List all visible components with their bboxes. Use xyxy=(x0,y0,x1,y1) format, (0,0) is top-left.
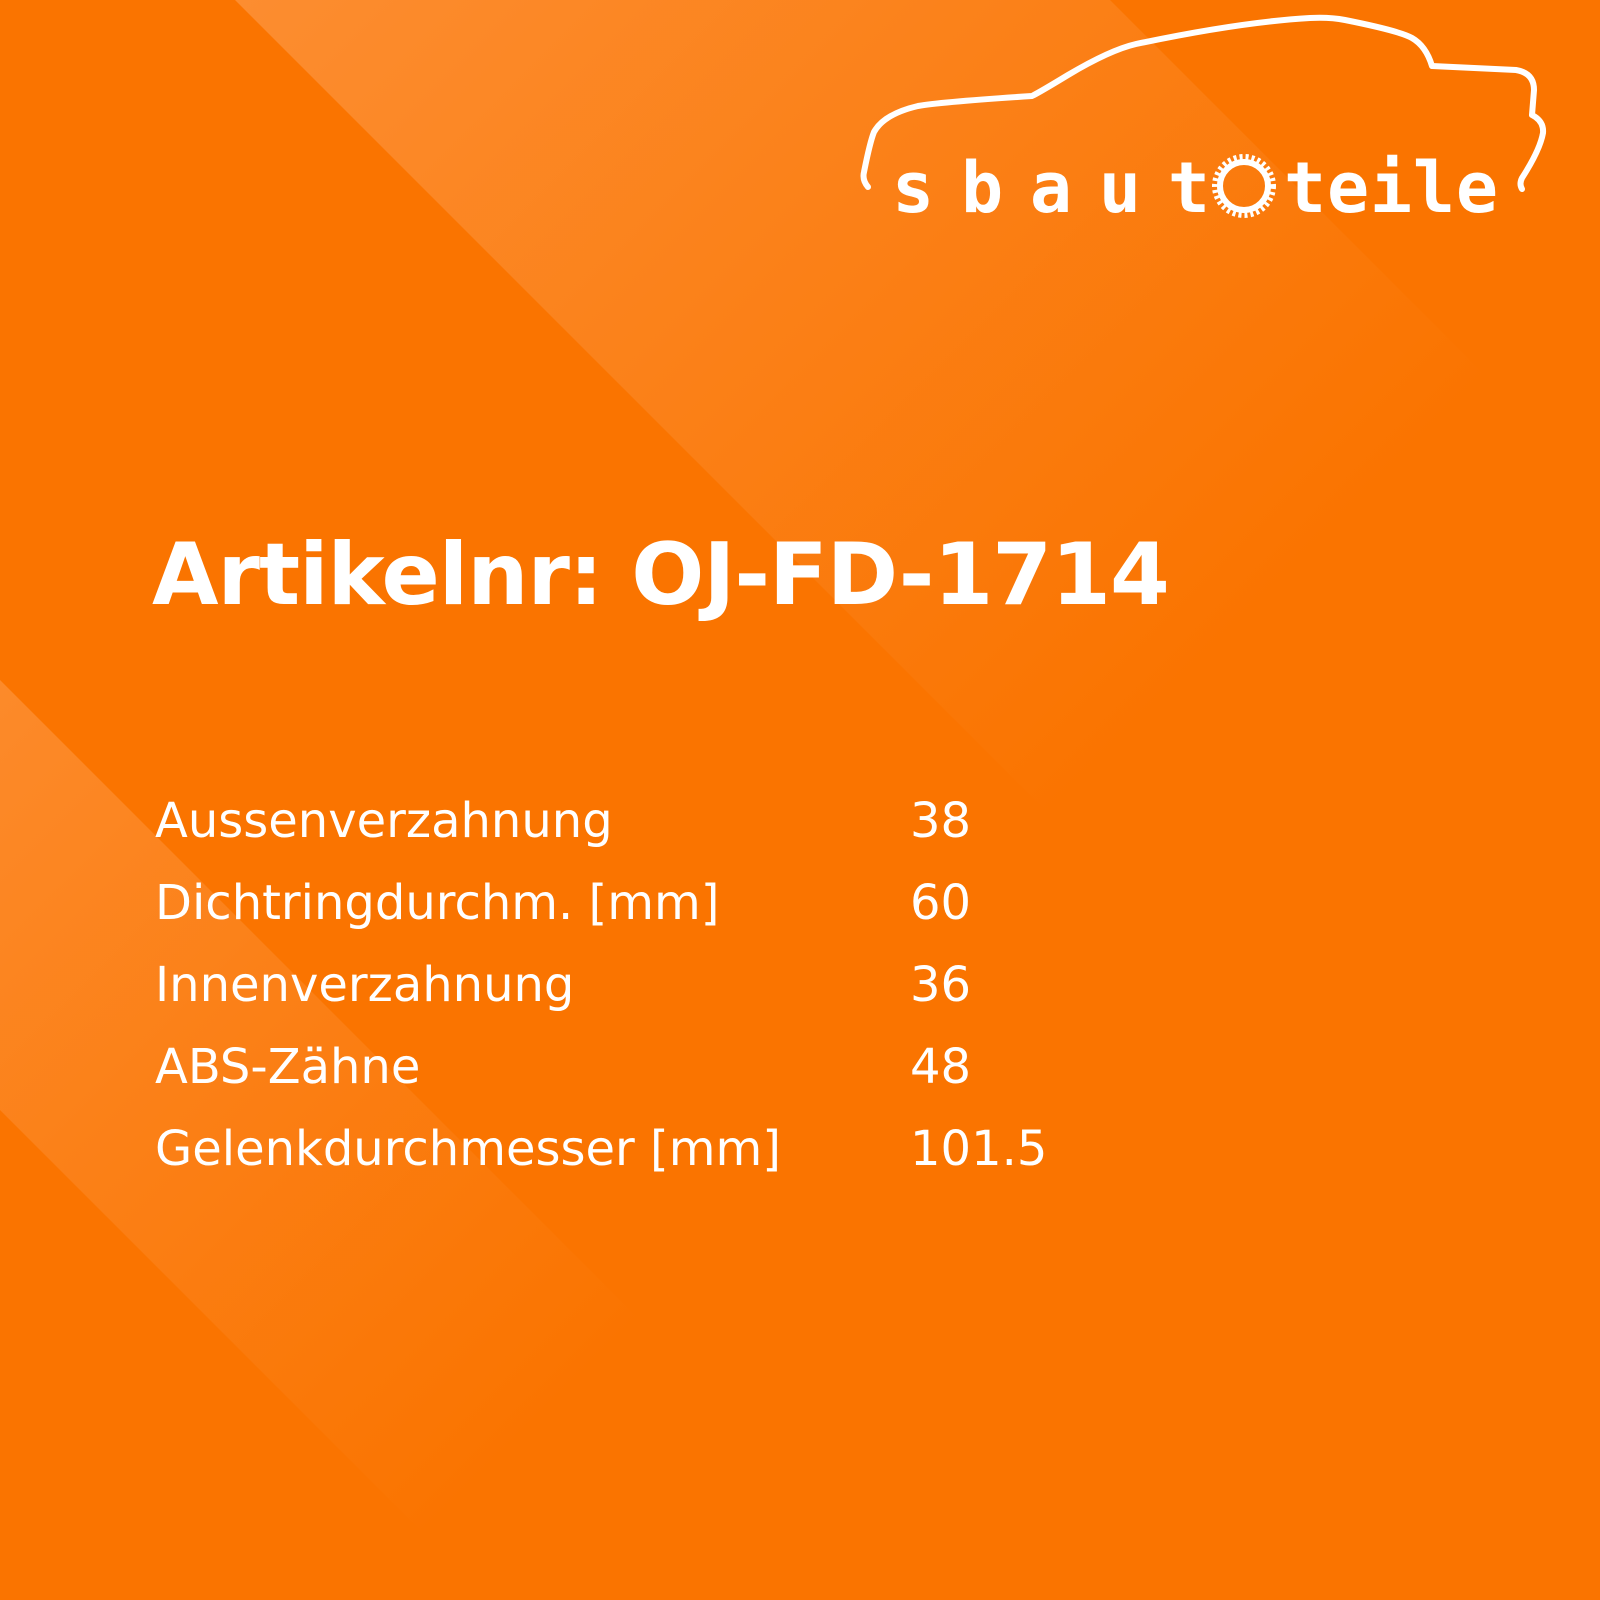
article-number-title: Artikelnr: OJ-FD-1714 xyxy=(152,525,1170,625)
spec-row: ABS-Zähne 48 xyxy=(155,1026,1047,1108)
logo-text-right: teile xyxy=(1284,147,1498,229)
spec-row: Innenverzahnung 36 xyxy=(155,944,1047,1026)
light-band-top xyxy=(235,0,1600,1365)
spec-value: 60 xyxy=(910,875,972,931)
spec-label: Innenverzahnung xyxy=(155,957,575,1013)
spec-row: Gelenkdurchmesser [mm] 101.5 xyxy=(155,1108,1047,1190)
logo-text-left: sbaut xyxy=(892,147,1210,229)
spec-label: Dichtringdurchm. [mm] xyxy=(155,875,720,931)
spec-value: 101.5 xyxy=(910,1121,1048,1177)
spec-table: Aussenverzahnung 38 Dichtringdurchm. [mm]… xyxy=(155,780,1047,1190)
car-outline xyxy=(860,14,1547,192)
spec-label: Gelenkdurchmesser [mm] xyxy=(155,1121,781,1177)
gear-icon xyxy=(1212,154,1276,218)
spec-value: 38 xyxy=(910,793,972,849)
sbautoteile-logo: sbaut teile xyxy=(860,14,1547,229)
light-band-bottom xyxy=(0,680,920,1600)
spec-value: 36 xyxy=(910,957,972,1013)
spec-value: 48 xyxy=(910,1039,972,1095)
spec-row: Dichtringdurchm. [mm] 60 xyxy=(155,862,1047,944)
spec-row: Aussenverzahnung 38 xyxy=(155,780,1047,862)
spec-label: ABS-Zähne xyxy=(155,1039,421,1095)
spec-label: Aussenverzahnung xyxy=(155,793,613,849)
